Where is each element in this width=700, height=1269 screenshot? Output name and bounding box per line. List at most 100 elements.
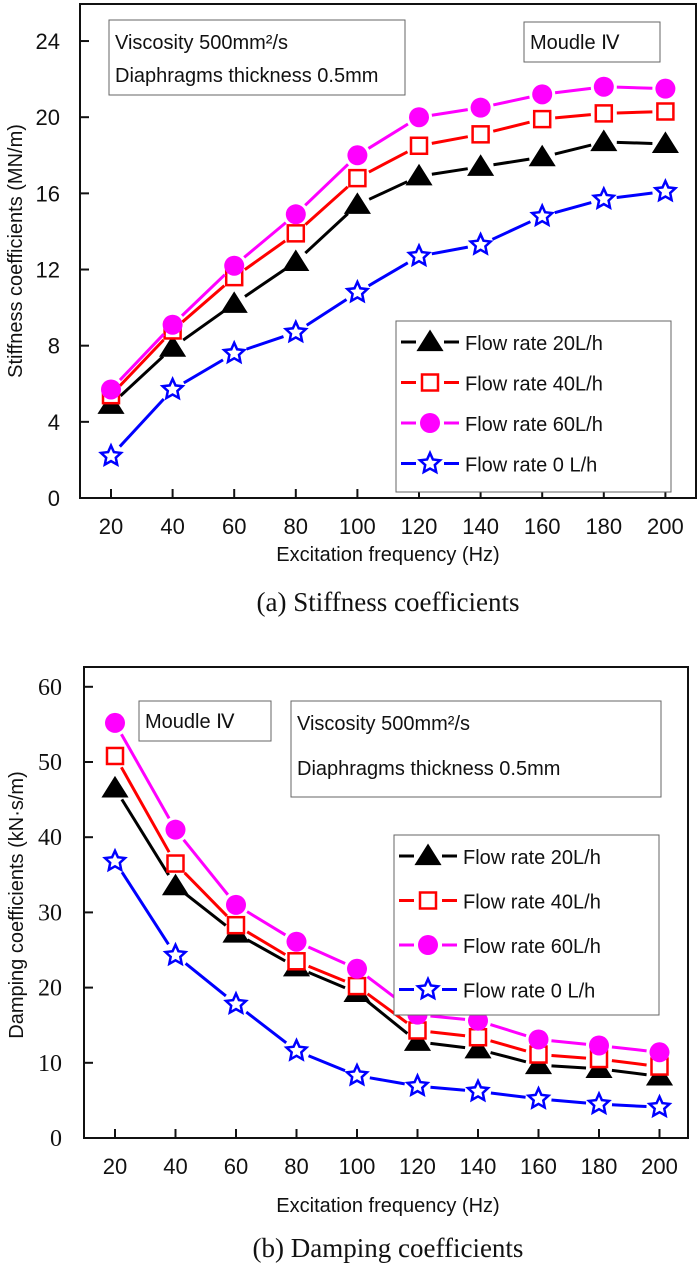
legend-marker <box>418 935 438 955</box>
data-point <box>347 145 368 166</box>
data-point <box>220 291 248 313</box>
annotation-line: Viscosity 500mm²/s <box>115 32 288 54</box>
caption: (a) Stiffness coefficients <box>257 587 520 617</box>
data-point <box>406 242 432 268</box>
data-point <box>656 102 675 121</box>
annotation-box-module: Moudle Ⅳ <box>138 700 272 742</box>
data-point <box>344 1062 370 1087</box>
data-point <box>226 894 246 915</box>
legend-label: Flow rate 40L/h <box>465 374 603 396</box>
series-line-segment <box>490 1091 526 1099</box>
series-line-segment <box>492 120 530 133</box>
x-tick-label: 60 <box>222 514 246 539</box>
data-point <box>590 185 617 211</box>
y-tick-label: 12 <box>36 258 60 283</box>
legend-item: Flow rate 0 L/h <box>401 449 597 477</box>
legend-marker <box>420 413 440 433</box>
series-line-segment <box>246 335 284 351</box>
series-line-segment <box>430 1014 466 1021</box>
series-line-segment <box>184 962 227 998</box>
series-line-segment <box>245 1010 288 1045</box>
data-point <box>162 941 189 967</box>
series-line-segment <box>554 143 592 156</box>
series-line-segment <box>551 1064 587 1070</box>
data-point <box>405 163 433 186</box>
data-point <box>408 1021 427 1040</box>
series-line-segment <box>307 970 346 990</box>
data-point <box>532 84 553 105</box>
series-flow-rate-60l-h <box>105 712 670 1063</box>
x-tick-label: 20 <box>103 1154 127 1179</box>
data-point <box>655 78 676 99</box>
data-point <box>348 168 367 188</box>
y-tick-label: 16 <box>36 181 60 206</box>
data-point <box>101 775 129 798</box>
data-point <box>409 136 429 156</box>
x-tick-label: 180 <box>585 514 622 539</box>
series-line-segment <box>616 85 653 90</box>
data-point <box>593 76 614 97</box>
series-line-segment <box>307 945 346 965</box>
legend-marker <box>415 975 441 1001</box>
x-tick-label: 140 <box>460 1154 497 1179</box>
legend-marker <box>414 843 442 866</box>
data-point <box>223 990 249 1016</box>
series-flow-rate-0-l-h <box>98 177 679 468</box>
series-line-segment <box>183 358 224 385</box>
series-line-segment <box>490 1051 527 1064</box>
annotation-line: Moudle Ⅳ <box>145 711 235 733</box>
data-point <box>224 255 245 276</box>
legend-marker <box>420 373 440 392</box>
series-line-segment <box>304 163 350 207</box>
data-point <box>162 314 183 335</box>
annotation-box-conditions: Viscosity 500mm²/s Diaphragms thickness … <box>108 19 406 96</box>
series-flow-rate-20l-h <box>97 129 679 414</box>
series-line-segment <box>493 157 530 167</box>
data-point <box>282 318 309 344</box>
series-line-segment <box>304 212 349 255</box>
series-line-segment <box>120 766 171 853</box>
legend-item: Flow rate 0 L/h <box>399 975 595 1003</box>
legend-marker <box>416 329 444 352</box>
data-point <box>646 1093 673 1119</box>
legend-label: Flow rate 20L/h <box>463 847 601 869</box>
x-tick-label: 160 <box>520 1154 557 1179</box>
annotation-line: Moudle Ⅳ <box>530 32 620 54</box>
series-line-segment <box>182 310 225 342</box>
annotation-box-module: Moudle Ⅳ <box>523 21 661 63</box>
data-point <box>286 224 306 243</box>
legend-item: Flow rate 20L/h <box>399 843 601 869</box>
legend: Flow rate 20L/h Flow rate 40L/h Flow rate … <box>395 320 672 493</box>
legend-label: Flow rate 0 L/h <box>465 455 597 477</box>
series-line-segment <box>305 298 348 327</box>
data-point <box>590 129 618 152</box>
series-line-segment <box>184 892 227 927</box>
data-point <box>470 97 491 118</box>
data-point <box>166 854 185 873</box>
legend-item: Flow rate 20L/h <box>401 329 603 355</box>
series-line-segment <box>611 1103 647 1109</box>
legend-item: Flow rate 60L/h <box>401 413 603 436</box>
series-line-segment <box>246 910 287 937</box>
plot-frame <box>79 3 697 499</box>
data-point <box>409 107 429 128</box>
y-tick-label: 40 <box>38 825 62 851</box>
data-point <box>283 1037 310 1062</box>
series-line-segment <box>616 110 653 115</box>
annotation-line: Diaphragms thickness 0.5mm <box>115 65 378 87</box>
plot-frame <box>83 666 689 1139</box>
series-line-segment <box>368 150 409 174</box>
series-group <box>101 712 674 1119</box>
series-line-segment <box>118 333 165 382</box>
data-point <box>594 104 614 123</box>
series-line-segment <box>243 239 287 271</box>
data-point <box>651 131 679 153</box>
series-line-segment <box>431 108 468 117</box>
series-line-segment <box>120 871 170 946</box>
y-ticks: 0 10 20 30 40 50 60 <box>38 675 93 1152</box>
series-line-segment <box>369 1076 405 1086</box>
data-point <box>159 335 187 357</box>
x-axis-label: Excitation frequency (Hz) <box>276 1195 499 1217</box>
annotation-line: Diaphragms thickness 0.5mm <box>297 758 560 780</box>
